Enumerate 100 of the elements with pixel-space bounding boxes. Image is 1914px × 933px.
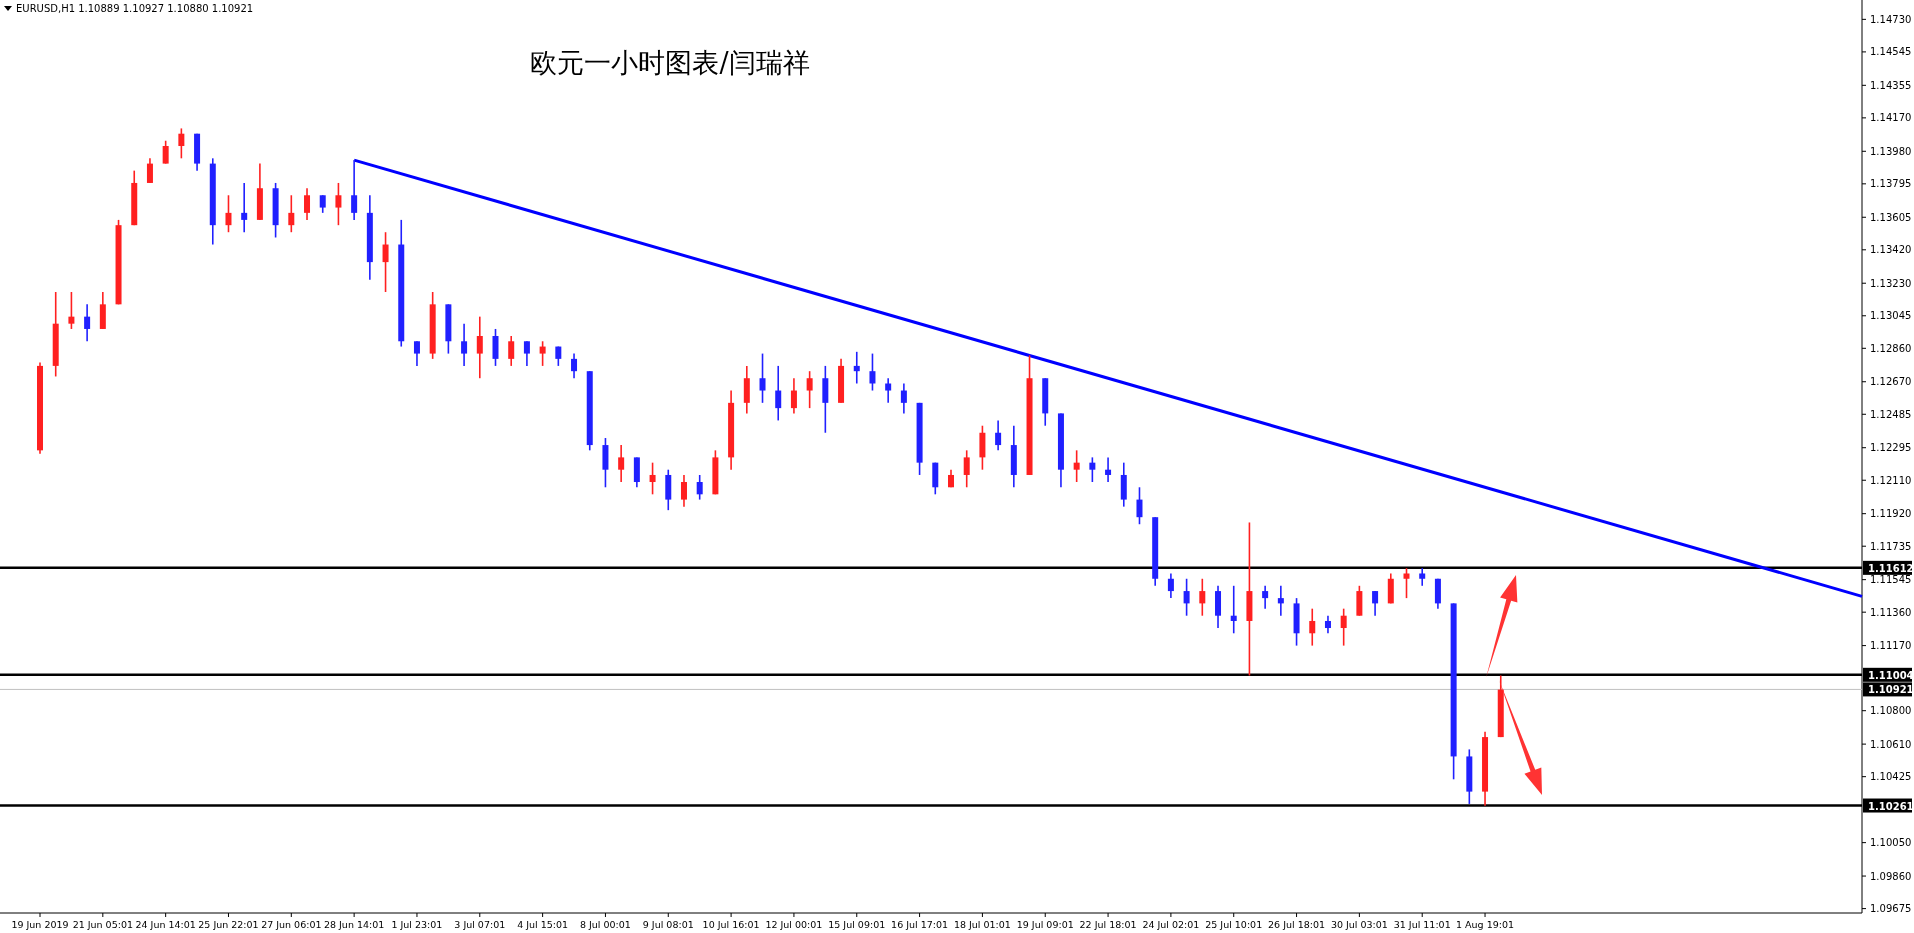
candlestick: [178, 127, 185, 160]
candlestick: [885, 377, 892, 404]
x-tick-label: 4 Jul 15:01: [517, 919, 569, 930]
candlestick: [1073, 449, 1080, 483]
candlestick: [288, 194, 295, 234]
x-tick-label: 8 Jul 00:01: [579, 919, 631, 930]
y-tick-label: 1.13420: [1870, 244, 1912, 256]
ref-line-label: 1.11004: [1868, 669, 1914, 681]
x-tick-label: 3 Jul 07:01: [454, 919, 506, 930]
x-tick-label: 24 Jul 02:01: [1142, 919, 1200, 930]
y-tick-label: 1.13230: [1870, 277, 1912, 289]
y-tick-label: 1.12670: [1870, 376, 1912, 388]
candlestick: [995, 419, 1002, 452]
x-tick-label: 1 Jul 23:01: [391, 919, 443, 930]
y-tick-label: 1.12110: [1870, 474, 1912, 486]
candlestick: [304, 187, 311, 221]
x-tick-label: 30 Jul 03:01: [1330, 919, 1388, 930]
x-tick-label: 15 Jul 09:01: [828, 919, 886, 930]
y-tick-label: 1.14545: [1870, 46, 1912, 58]
candlestick: [1403, 567, 1410, 599]
candlestick: [461, 322, 468, 367]
y-tick-label: 1.13045: [1870, 310, 1912, 322]
y-tick-label: 1.14170: [1870, 112, 1912, 124]
candlestick: [853, 351, 860, 385]
candlestick: [680, 474, 687, 508]
candlestick: [84, 303, 91, 343]
y-tick-label: 1.10425: [1870, 771, 1912, 783]
candlestick: [1262, 585, 1269, 610]
y-tick-label: 1.14730: [1870, 13, 1912, 25]
candlestick: [1372, 590, 1379, 617]
y-tick-label: 1.11360: [1870, 606, 1912, 618]
x-tick-label: 21 Jun 05:01: [72, 919, 134, 930]
candlestick: [1230, 585, 1237, 635]
candlestick: [649, 461, 656, 496]
candlestick: [492, 328, 499, 367]
candlestick: [351, 159, 358, 221]
y-tick-label: 1.13605: [1870, 211, 1912, 223]
x-tick-label: 10 Jul 16:01: [702, 919, 760, 930]
candlestick: [382, 231, 389, 293]
x-tick-label: 16 Jul 17:01: [891, 919, 949, 930]
x-tick-label: 25 Jul 10:01: [1205, 919, 1263, 930]
y-tick-label: 1.10050: [1870, 837, 1912, 849]
x-tick-label: 19 Jul 09:01: [1016, 919, 1074, 930]
candlestick: [790, 377, 797, 415]
ref-line-label: 1.11612: [1868, 562, 1914, 574]
x-tick-label: 25 Jun 22:01: [198, 919, 259, 930]
x-tick-label: 1 Aug 19:01: [1456, 919, 1515, 930]
x-tick-label: 19 Jun 2019: [11, 919, 69, 930]
y-tick-label: 1.13980: [1870, 145, 1912, 157]
candlestick: [1340, 607, 1347, 647]
y-tick-label: 1.12295: [1870, 442, 1912, 454]
y-tick-label: 1.13795: [1870, 178, 1912, 190]
y-tick-label: 1.10610: [1870, 738, 1912, 750]
candlestick: [775, 365, 782, 422]
y-tick-label: 1.11545: [1870, 574, 1912, 586]
x-tick-label: 18 Jul 01:01: [953, 919, 1011, 930]
candlestick: [900, 382, 907, 415]
y-tick-label: 1.12485: [1870, 408, 1912, 420]
y-tick-label: 1.12860: [1870, 342, 1912, 354]
candlestick: [806, 370, 813, 409]
candlestick: [68, 291, 75, 330]
y-tick-label: 1.09860: [1870, 870, 1912, 882]
ref-line-label: 1.10921: [1868, 684, 1914, 696]
candlestick: [869, 352, 876, 392]
x-tick-label: 26 Jul 18:01: [1268, 919, 1326, 930]
y-tick-label: 1.09675: [1870, 903, 1912, 915]
x-tick-label: 9 Jul 08:01: [642, 919, 694, 930]
candlestick: [413, 340, 420, 367]
x-tick-label: 31 Jul 11:01: [1393, 919, 1451, 930]
candlestick: [1309, 607, 1316, 647]
x-tick-label: 12 Jul 00:01: [765, 919, 823, 930]
x-tick-label: 24 Jun 14:01: [135, 919, 196, 930]
candlestick: [162, 139, 169, 165]
candlestick: [241, 182, 248, 234]
candlestick: [1105, 456, 1112, 483]
candlestick: [335, 182, 342, 226]
candlestick: [1089, 456, 1096, 483]
candlestick: [146, 157, 153, 184]
candlestick: [759, 352, 766, 404]
x-tick-label: 22 Jul 18:01: [1079, 919, 1137, 930]
candlestick: [1183, 577, 1190, 617]
annotation: EURUSD,H1 1.10889 1.10927 1.10880 1.10921: [16, 3, 254, 14]
candlestick: [523, 340, 530, 367]
candlestick: [963, 449, 970, 489]
ref-line-label: 1.10261: [1868, 800, 1914, 812]
candlestick: [696, 474, 703, 501]
y-tick-label: 1.14355: [1870, 79, 1912, 91]
candlestick: [1136, 486, 1143, 526]
candlestick: [1167, 572, 1174, 599]
candlestick: [539, 340, 546, 367]
candlestick: [225, 194, 232, 234]
candlestick: [1277, 585, 1284, 617]
candlestick: [571, 352, 578, 380]
x-tick-label: 28 Jun 14:01: [323, 919, 385, 930]
text: 欧元一小时图表/闫瑞祥: [530, 47, 810, 78]
candlestick: [508, 335, 515, 367]
candlestick: [1199, 577, 1206, 617]
y-tick-label: 1.10800: [1870, 705, 1912, 717]
candlestick: [618, 444, 625, 483]
y-tick-label: 1.11170: [1870, 640, 1912, 652]
